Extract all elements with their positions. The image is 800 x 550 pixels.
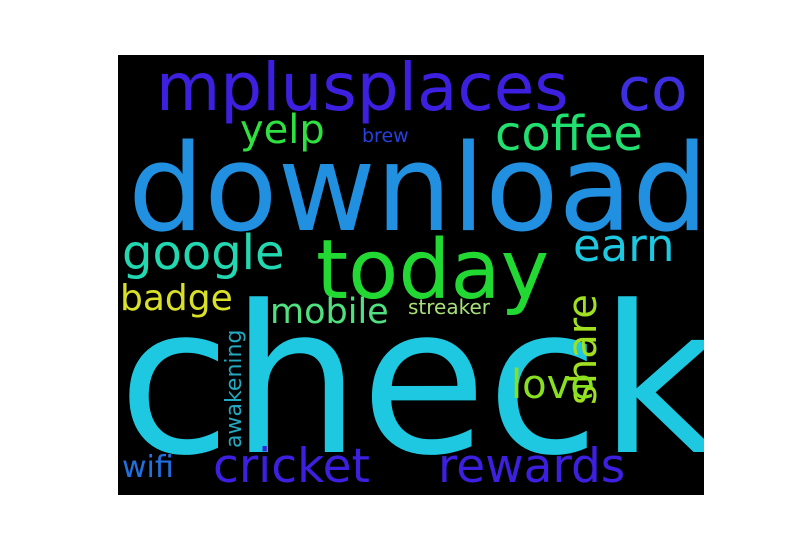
word-earn: earn xyxy=(573,219,675,272)
word-co: co xyxy=(618,55,688,125)
word-streaker: streaker xyxy=(408,295,491,319)
word-wifi: wifi xyxy=(122,450,174,485)
word-cricket: cricket xyxy=(213,439,370,494)
word-mplusplaces: mplusplaces xyxy=(156,55,569,126)
word-today: today xyxy=(316,223,550,318)
word-yelp: yelp xyxy=(240,107,325,153)
word-awakening: awakening xyxy=(222,329,247,448)
word-download: download xyxy=(128,120,704,259)
word-coffee: coffee xyxy=(495,106,643,162)
word-cloud: check download today mplusplaces cricket… xyxy=(118,55,704,495)
word-check: check xyxy=(118,263,704,495)
word-rewards: rewards xyxy=(438,439,626,494)
word-love: love xyxy=(511,362,595,408)
word-google: google xyxy=(122,225,285,281)
word-brew: brew xyxy=(362,125,409,147)
word-badge: badge xyxy=(120,278,233,319)
word-mobile: mobile xyxy=(270,292,389,332)
